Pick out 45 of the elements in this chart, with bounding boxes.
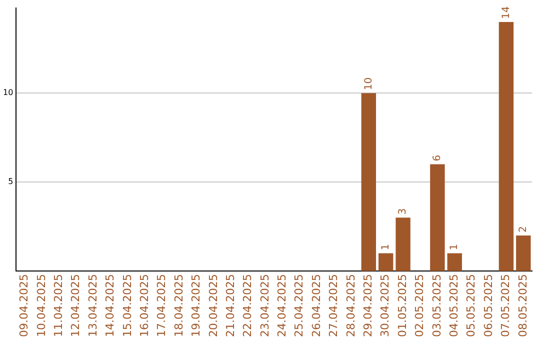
x-tick-label: 20.04.2025: [206, 274, 220, 338]
bar: [361, 93, 376, 272]
x-tick-label: 23.04.2025: [258, 274, 272, 338]
bar: [396, 218, 410, 272]
x-tick-label: 13.04.2025: [86, 274, 100, 338]
x-tick-label: 07.05.2025: [499, 274, 512, 338]
y-tick-label: 5: [8, 177, 14, 186]
x-tick-label: 28.04.2025: [344, 274, 358, 338]
x-tick-label: 26.04.2025: [310, 274, 323, 338]
x-tick-label: 03.05.2025: [430, 274, 444, 338]
x-tick-label: 18.04.2025: [172, 274, 186, 338]
x-tick-label: 05.05.2025: [464, 274, 478, 338]
x-tick-label: 16.04.2025: [138, 274, 151, 338]
x-tick-label: 08.05.2025: [516, 274, 530, 338]
x-tick-label: 22.04.2025: [241, 274, 254, 338]
x-tick-label: 10.04.2025: [34, 274, 48, 338]
x-tick-label: 24.04.2025: [276, 274, 289, 338]
bar: [516, 235, 531, 272]
x-tick-label: 09.04.2025: [18, 274, 31, 338]
data-label: 3: [398, 208, 409, 215]
x-tick-label: 14.04.2025: [104, 274, 117, 338]
x-tick-label: 27.04.2025: [327, 274, 340, 338]
bar: [430, 164, 445, 272]
x-tick-label: 17.04.2025: [155, 274, 168, 338]
bar: [447, 253, 462, 272]
data-label: 14: [500, 6, 512, 20]
data-label: 2: [518, 226, 529, 232]
data-label: 1: [449, 244, 460, 250]
data-label: 6: [432, 154, 444, 162]
x-tick-label: 02.05.2025: [413, 274, 426, 338]
bar: [498, 22, 514, 272]
data-label: 1: [380, 244, 392, 250]
x-tick-label: 30.04.2025: [378, 274, 392, 338]
x-tick-label: 12.04.2025: [69, 274, 82, 338]
x-tick-label: 29.04.2025: [362, 274, 375, 338]
x-tick-label: 01.05.2025: [396, 274, 409, 338]
x-tick-label: 21.04.2025: [224, 274, 237, 338]
x-tick-label: 25.04.2025: [292, 274, 306, 338]
x-tick-label: 04.05.2025: [447, 274, 460, 338]
bar: [378, 253, 394, 272]
data-label: 10: [363, 77, 374, 90]
x-tick-label: 15.04.2025: [120, 274, 134, 338]
x-tick-label: 11.04.2025: [52, 274, 66, 338]
x-tick-label: 19.04.2025: [190, 274, 203, 338]
x-tick-label: 06.05.2025: [482, 274, 495, 338]
